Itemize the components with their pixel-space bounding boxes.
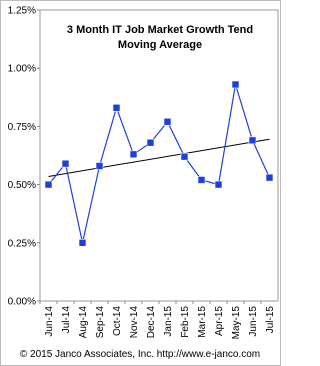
data-marker — [197, 176, 206, 184]
chart-title: Moving Average — [118, 39, 202, 51]
y-tick-label: 0.25% — [8, 238, 36, 249]
data-marker — [44, 180, 53, 189]
x-tick-label: Nov-14 — [129, 306, 140, 339]
x-tick-label: May-15 — [231, 306, 242, 340]
footer: © 2015 Janco Associates, Inc. http://www… — [20, 349, 260, 360]
data-marker — [214, 180, 223, 189]
data-marker — [231, 80, 240, 89]
x-tick-label: Apr-15 — [214, 306, 225, 336]
data-marker — [129, 150, 138, 159]
y-tick-label: 0.00% — [8, 297, 36, 308]
plot-area — [39, 9, 279, 302]
data-marker — [146, 138, 155, 147]
chart: 3 Month IT Job Market Growth Tend Moving… — [0, 0, 281, 366]
y-tick-label: 0.50% — [8, 180, 36, 191]
chart-title: 3 Month IT Job Market Growth Tend — [67, 24, 253, 36]
x-tick-label: Sep-14 — [95, 306, 106, 339]
x-tick-label: Jun-14 — [44, 306, 55, 337]
x-tick-label: Oct-14 — [112, 306, 123, 336]
x-tick-label: Jun-15 — [248, 306, 259, 337]
y-tick-label: 1.25% — [8, 6, 36, 17]
data-marker — [180, 152, 189, 161]
y-tick-label: 0.75% — [8, 122, 36, 133]
x-tick-label: Jan-15 — [163, 306, 174, 337]
data-marker — [112, 103, 121, 112]
x-tick-label: Dec-14 — [146, 306, 157, 339]
data-marker — [95, 162, 104, 170]
trend-line — [48, 138, 270, 177]
data-marker — [78, 239, 87, 247]
series-line — [48, 84, 271, 243]
data-marker — [265, 173, 274, 182]
data-marker — [248, 136, 257, 145]
x-tick-label: Mar-15 — [197, 306, 208, 338]
data-marker — [61, 159, 70, 168]
x-tick-label: Jul-14 — [61, 306, 72, 334]
y-tick-label: 1.00% — [8, 64, 36, 75]
x-tick-label: Jul-15 — [265, 306, 276, 334]
x-tick-label: Feb-15 — [180, 306, 191, 338]
x-tick-label: Aug-14 — [78, 306, 89, 339]
data-marker — [163, 117, 172, 126]
